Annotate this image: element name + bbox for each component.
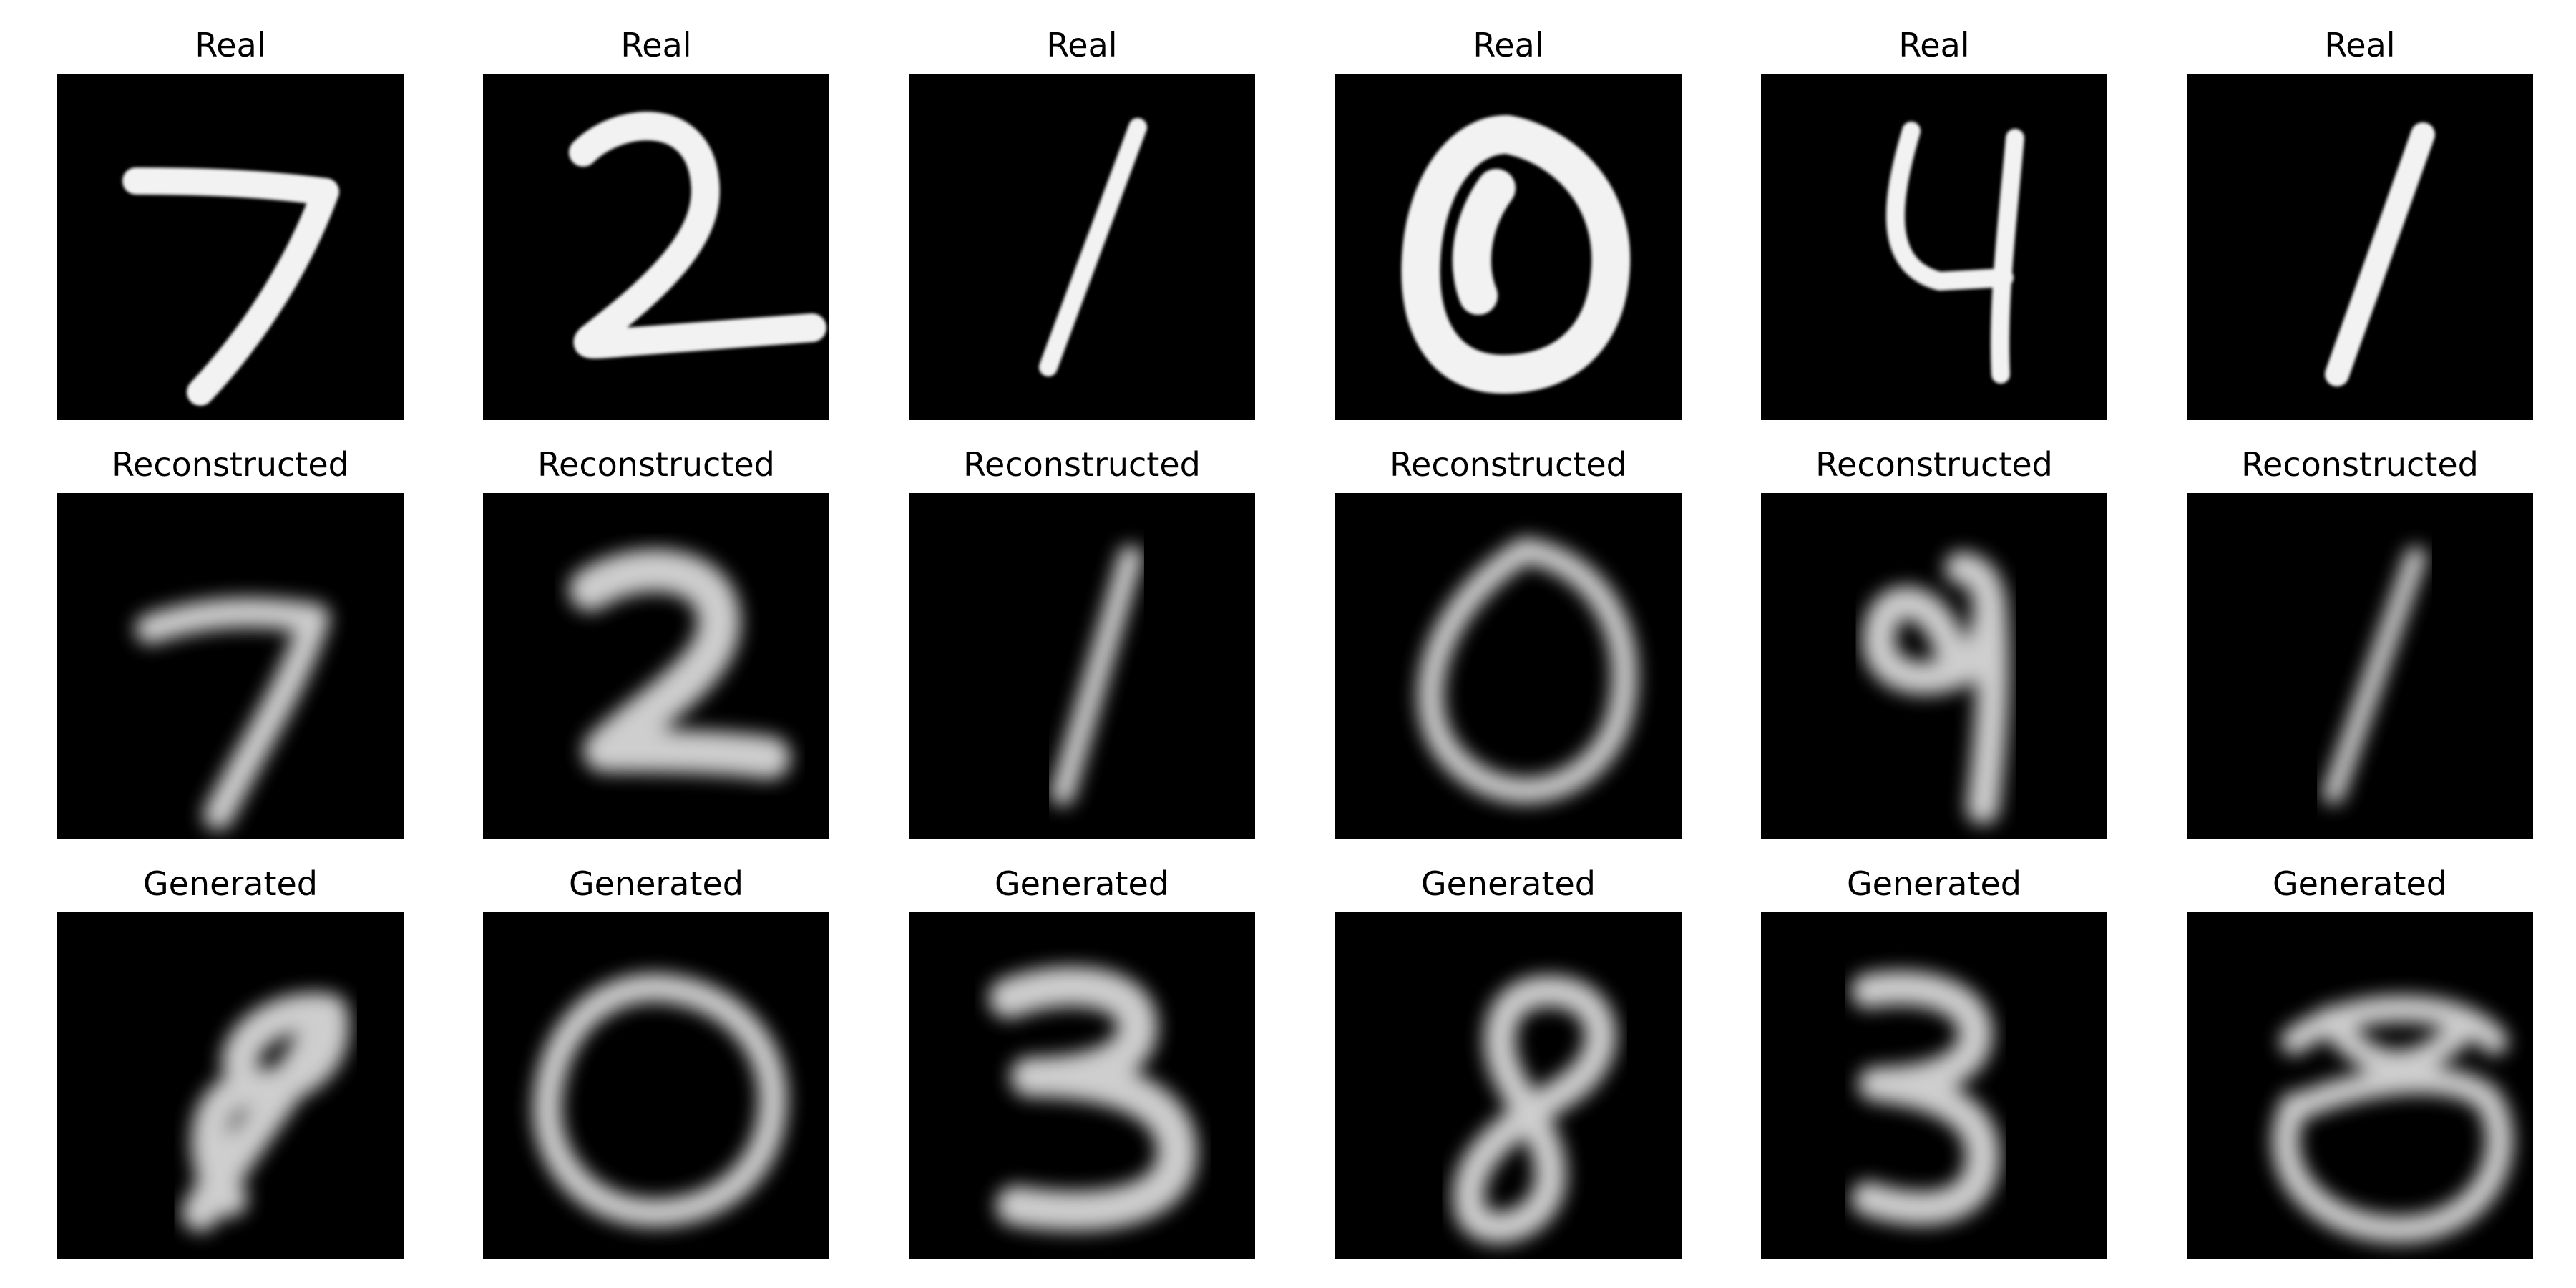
digit-image bbox=[2187, 493, 2533, 839]
digit-image bbox=[909, 74, 1255, 420]
digit-1-graphic bbox=[909, 493, 1255, 839]
digit-7-graphic bbox=[57, 493, 404, 839]
panel-title: Real bbox=[195, 26, 266, 64]
digit-9-graphic bbox=[57, 912, 404, 1259]
digit-stroke bbox=[569, 112, 826, 359]
panel-background bbox=[909, 493, 1255, 839]
digit-0-graphic bbox=[1335, 74, 1682, 420]
panel-title: Reconstructed bbox=[537, 445, 775, 484]
digit-image bbox=[57, 912, 404, 1259]
panel-title: Reconstructed bbox=[1815, 445, 2053, 484]
digit-2-graphic bbox=[483, 74, 829, 420]
panel-background bbox=[909, 74, 1255, 420]
digit-stroke bbox=[2272, 995, 2514, 1244]
digit-stroke bbox=[1886, 122, 2024, 384]
digit-stroke bbox=[569, 549, 791, 779]
digit-image bbox=[483, 493, 829, 839]
panel-background bbox=[483, 493, 829, 839]
digit-stroke bbox=[1039, 118, 1147, 376]
digit-stroke bbox=[989, 966, 1198, 1231]
digit-image bbox=[909, 912, 1255, 1259]
digit-9-graphic bbox=[1761, 493, 2107, 839]
panel-title: Reconstructed bbox=[963, 445, 1201, 484]
panel-background bbox=[1761, 74, 2107, 420]
digit-image bbox=[483, 912, 829, 1259]
digit-image bbox=[57, 493, 404, 839]
panel-title: Reconstructed bbox=[2241, 445, 2479, 484]
digit-image bbox=[1335, 912, 1682, 1259]
panel-title: Generated bbox=[994, 864, 1170, 903]
digit-stroke bbox=[182, 992, 349, 1231]
panel-title: Real bbox=[1473, 26, 1544, 64]
digit-0-graphic bbox=[2187, 912, 2533, 1259]
digit-stroke bbox=[1851, 970, 2000, 1226]
digit-1-graphic bbox=[2187, 493, 2533, 839]
digit-2-graphic bbox=[483, 493, 829, 839]
digit-7-graphic bbox=[57, 74, 404, 420]
panel-background bbox=[2187, 493, 2533, 839]
panel-background bbox=[2187, 74, 2533, 420]
digit-image bbox=[2187, 912, 2533, 1259]
digit-1-graphic bbox=[2187, 74, 2533, 420]
digit-image bbox=[1761, 493, 2107, 839]
panel-title: Generated bbox=[568, 864, 744, 903]
digit-stroke bbox=[1050, 545, 1143, 806]
panel-title: Real bbox=[1046, 26, 1118, 64]
digit-8-graphic bbox=[1335, 912, 1682, 1259]
digit-3-graphic bbox=[909, 912, 1255, 1259]
digit-image bbox=[483, 74, 829, 420]
digit-stroke bbox=[1418, 537, 1638, 804]
panel-title: Reconstructed bbox=[1390, 445, 1627, 484]
panel-title: Generated bbox=[2272, 864, 2448, 903]
digit-stroke bbox=[122, 167, 339, 406]
digit-image bbox=[909, 493, 1255, 839]
digit-0-graphic bbox=[1335, 493, 1682, 839]
digit-stroke bbox=[2323, 547, 2426, 804]
digit-image bbox=[1335, 74, 1682, 420]
panel-title: Real bbox=[1898, 26, 1970, 64]
digit-stroke bbox=[135, 597, 330, 830]
panel-title: Reconstructed bbox=[112, 445, 349, 484]
digit-1-graphic bbox=[909, 74, 1255, 420]
digit-0-graphic bbox=[483, 912, 829, 1259]
digit-image bbox=[2187, 74, 2533, 420]
panel-title: Generated bbox=[1846, 864, 2022, 903]
panel-title: Generated bbox=[142, 864, 318, 903]
panel-title: Real bbox=[620, 26, 692, 64]
digit-image bbox=[1335, 493, 1682, 839]
digit-image bbox=[1761, 74, 2107, 420]
digit-stroke bbox=[1401, 115, 1631, 394]
digit-stroke bbox=[2325, 122, 2435, 386]
digit-stroke bbox=[532, 973, 788, 1227]
digit-3-graphic bbox=[1761, 912, 2107, 1259]
digit-image bbox=[57, 74, 404, 420]
panel-title: Real bbox=[2324, 26, 2396, 64]
digit-4-graphic bbox=[1761, 74, 2107, 420]
digit-stroke bbox=[1453, 975, 1616, 1244]
panel-title: Generated bbox=[1420, 864, 1596, 903]
digit-image bbox=[1761, 912, 2107, 1259]
digit-stroke bbox=[1862, 552, 2010, 824]
